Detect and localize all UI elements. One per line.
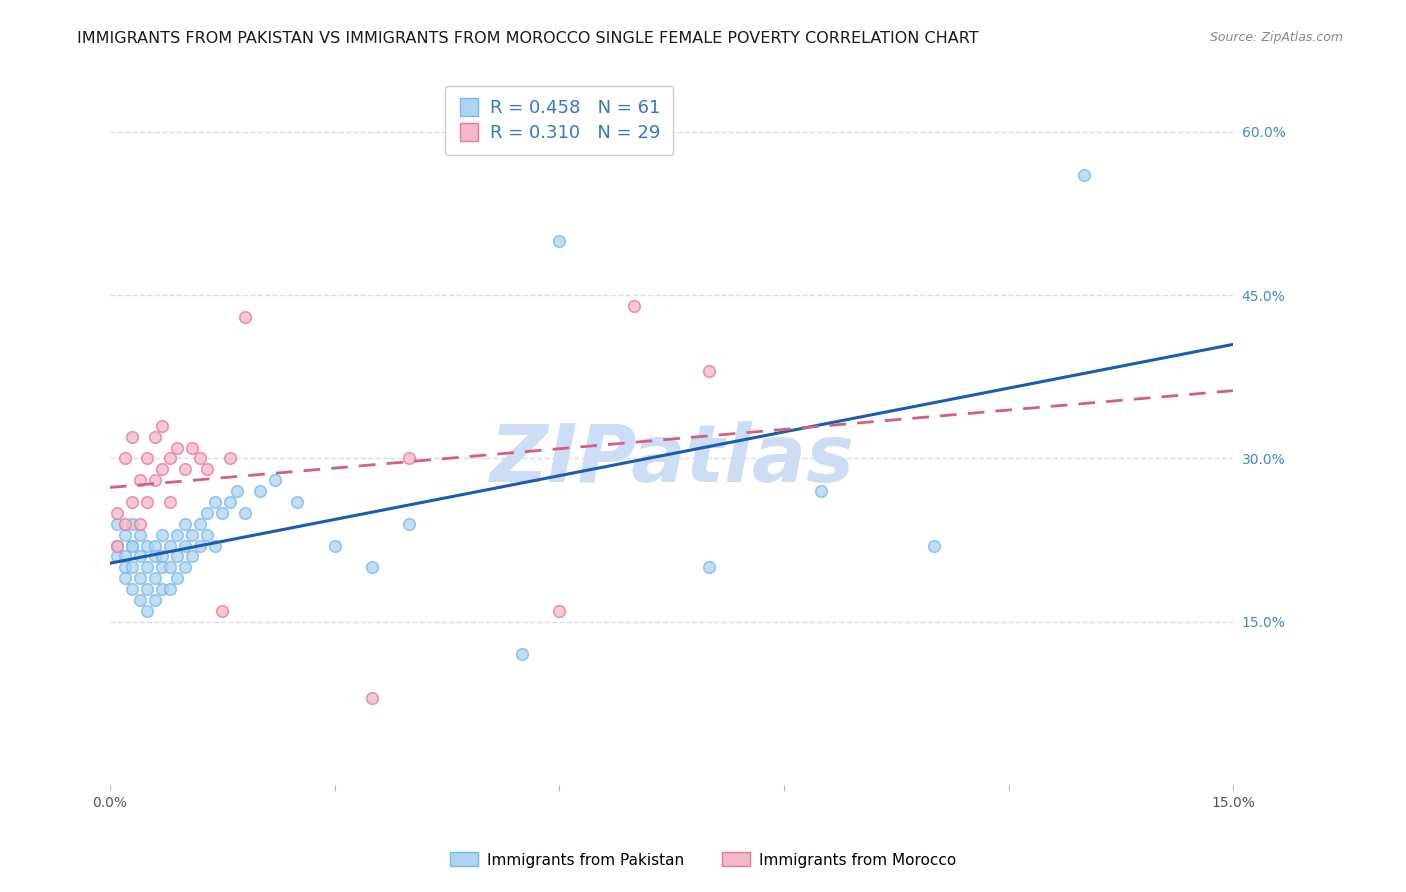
Point: [922, 539, 945, 553]
Point: [361, 560, 384, 574]
Point: [128, 527, 150, 541]
Point: [323, 539, 346, 553]
Point: [105, 539, 128, 553]
Point: [398, 516, 420, 531]
Point: [159, 495, 181, 509]
Point: [195, 506, 218, 520]
Point: [166, 527, 188, 541]
Point: [114, 516, 136, 531]
Point: [249, 484, 271, 499]
Point: [211, 604, 233, 618]
Point: [143, 571, 166, 585]
Point: [233, 310, 256, 324]
Point: [128, 516, 150, 531]
Point: [114, 560, 136, 574]
Legend: Immigrants from Pakistan, Immigrants from Morocco: Immigrants from Pakistan, Immigrants fro…: [444, 847, 962, 873]
Point: [173, 560, 195, 574]
Point: [121, 495, 143, 509]
Point: [143, 593, 166, 607]
Point: [143, 549, 166, 564]
Point: [548, 234, 571, 248]
Point: [150, 527, 173, 541]
Point: [105, 539, 128, 553]
Point: [548, 604, 571, 618]
Point: [181, 549, 204, 564]
Point: [105, 516, 128, 531]
Point: [166, 549, 188, 564]
Point: [121, 430, 143, 444]
Point: [173, 462, 195, 476]
Point: [105, 549, 128, 564]
Point: [166, 441, 188, 455]
Point: [136, 560, 159, 574]
Point: [398, 451, 420, 466]
Point: [121, 539, 143, 553]
Text: ZIPatlas: ZIPatlas: [489, 420, 853, 499]
Point: [150, 462, 173, 476]
Point: [128, 473, 150, 487]
Point: [128, 571, 150, 585]
Point: [181, 527, 204, 541]
Point: [105, 506, 128, 520]
Point: [136, 604, 159, 618]
Point: [218, 495, 240, 509]
Point: [285, 495, 308, 509]
Point: [136, 582, 159, 596]
Point: [195, 462, 218, 476]
Point: [226, 484, 249, 499]
Point: [121, 516, 143, 531]
Point: [697, 364, 720, 378]
Point: [188, 516, 211, 531]
Point: [143, 539, 166, 553]
Point: [697, 560, 720, 574]
Point: [510, 648, 533, 662]
Point: [121, 539, 143, 553]
Point: [263, 473, 285, 487]
Point: [159, 560, 181, 574]
Point: [136, 451, 159, 466]
Point: [143, 430, 166, 444]
Legend: R = 0.458   N = 61, R = 0.310   N = 29: R = 0.458 N = 61, R = 0.310 N = 29: [446, 87, 673, 155]
Point: [128, 549, 150, 564]
Point: [143, 473, 166, 487]
Point: [204, 495, 226, 509]
Point: [150, 418, 173, 433]
Point: [114, 451, 136, 466]
Point: [128, 593, 150, 607]
Point: [136, 539, 159, 553]
Text: IMMIGRANTS FROM PAKISTAN VS IMMIGRANTS FROM MOROCCO SINGLE FEMALE POVERTY CORREL: IMMIGRANTS FROM PAKISTAN VS IMMIGRANTS F…: [77, 31, 979, 46]
Point: [195, 527, 218, 541]
Point: [233, 506, 256, 520]
Point: [810, 484, 832, 499]
Point: [204, 539, 226, 553]
Point: [173, 539, 195, 553]
Point: [173, 516, 195, 531]
Text: Source: ZipAtlas.com: Source: ZipAtlas.com: [1209, 31, 1343, 45]
Point: [623, 299, 645, 313]
Point: [1073, 169, 1095, 183]
Point: [188, 451, 211, 466]
Point: [159, 582, 181, 596]
Point: [188, 539, 211, 553]
Point: [114, 527, 136, 541]
Point: [150, 560, 173, 574]
Point: [150, 549, 173, 564]
Point: [136, 495, 159, 509]
Point: [181, 441, 204, 455]
Point: [114, 571, 136, 585]
Point: [166, 571, 188, 585]
Point: [159, 451, 181, 466]
Point: [150, 582, 173, 596]
Point: [361, 690, 384, 705]
Point: [121, 582, 143, 596]
Point: [159, 539, 181, 553]
Point: [218, 451, 240, 466]
Point: [121, 560, 143, 574]
Point: [114, 549, 136, 564]
Point: [211, 506, 233, 520]
